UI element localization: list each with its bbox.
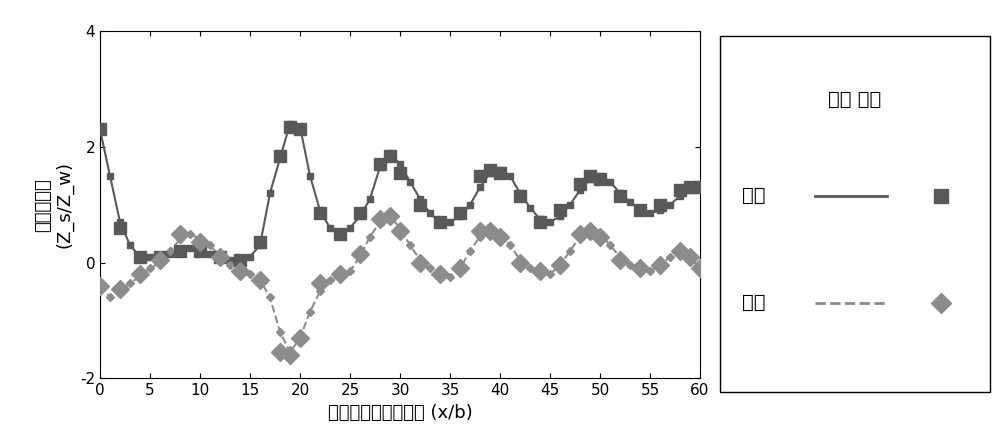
Y-axis label: 声表面阻抗
(Z_s/Z_w): 声表面阻抗 (Z_s/Z_w): [34, 161, 73, 248]
Text: 理论 单元: 理论 单元: [828, 90, 882, 109]
Text: 实部: 实部: [742, 186, 765, 205]
Text: 虚部: 虚部: [742, 293, 765, 312]
X-axis label: 超表面单元中心位置 (x/b): 超表面单元中心位置 (x/b): [328, 404, 472, 422]
